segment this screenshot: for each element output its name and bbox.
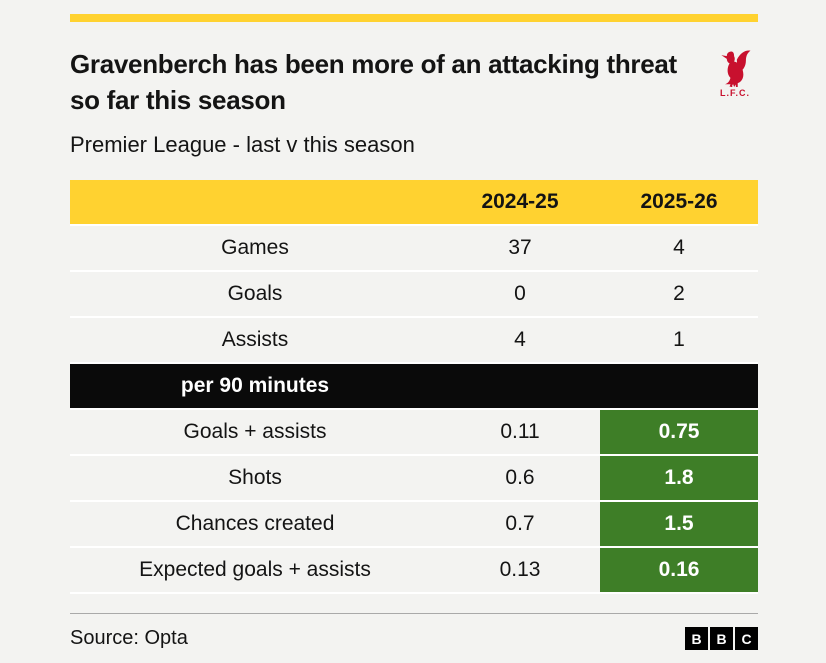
liverbird-icon xyxy=(721,50,751,87)
section-spacer xyxy=(440,364,600,408)
cell-2025-26-highlight: 0.16 xyxy=(600,548,758,592)
row-label: Games xyxy=(221,236,289,259)
footer-divider xyxy=(70,613,758,614)
row-label: Expected goals + assists xyxy=(139,558,371,581)
row-label: Assists xyxy=(221,328,289,351)
cell-2025-26-highlight: 1.5 xyxy=(600,502,758,546)
table-row-chances-created-per90: Chances created 0.7 1.5 xyxy=(70,502,758,548)
bbc-logo-block: B xyxy=(685,627,708,650)
cell-2024-25: 0.7 xyxy=(505,512,535,535)
cell-2025-26-highlight: 1.8 xyxy=(600,456,758,500)
source-label: Source: Opta xyxy=(70,627,188,649)
header: Gravenberch has been more of an attackin… xyxy=(70,46,758,118)
table-row-shots-per90: Shots 0.6 1.8 xyxy=(70,456,758,502)
cell-2024-25: 0.13 xyxy=(499,558,541,581)
cell-2025-26: 1 xyxy=(673,328,685,351)
page-title: Gravenberch has been more of an attackin… xyxy=(70,49,677,115)
cell-2024-25: 0 xyxy=(514,282,526,305)
table-row-goals: Goals 0 2 xyxy=(70,272,758,318)
liverpool-badge: L.F.C. xyxy=(712,46,758,118)
table-row-expected-goals-assists-per90: Expected goals + assists 0.13 0.16 xyxy=(70,548,758,594)
row-label: Chances created xyxy=(175,512,335,535)
table-header-row: 2024-25 2025-26 xyxy=(70,180,758,226)
section-spacer xyxy=(600,364,758,408)
bbc-logo: B B C xyxy=(685,627,758,650)
row-label: Goals + assists xyxy=(183,420,327,443)
row-label: Goals xyxy=(227,282,283,305)
cell-2025-26: 2 xyxy=(673,282,685,305)
column-header-2024-25: 2024-25 xyxy=(481,190,559,213)
bbc-logo-block: C xyxy=(735,627,758,650)
cell-2024-25: 0.6 xyxy=(505,466,535,489)
subtitle: Premier League - last v this season xyxy=(70,132,415,157)
stats-table: 2024-25 2025-26 Games 37 4 Goals 0 2 Ass… xyxy=(70,180,758,594)
footer: Source: Opta B B C xyxy=(70,627,758,650)
club-badge-label: L.F.C. xyxy=(720,88,750,98)
accent-bar xyxy=(70,14,758,22)
row-label: Shots xyxy=(228,466,282,489)
table-row-assists: Assists 4 1 xyxy=(70,318,758,364)
cell-2024-25: 0.11 xyxy=(500,420,540,443)
section-header-row: per 90 minutes xyxy=(70,364,758,410)
table-row-goals-assists-per90: Goals + assists 0.11 0.75 xyxy=(70,410,758,456)
section-header-label: per 90 minutes xyxy=(180,374,330,397)
cell-2024-25: 4 xyxy=(514,328,526,351)
column-header-2025-26: 2025-26 xyxy=(640,190,718,213)
cell-2025-26-highlight: 0.75 xyxy=(600,410,758,454)
table-row-games: Games 37 4 xyxy=(70,226,758,272)
cell-2024-25: 37 xyxy=(508,236,532,259)
corner-cell xyxy=(70,180,440,224)
cell-2025-26: 4 xyxy=(673,236,685,259)
bbc-logo-block: B xyxy=(710,627,733,650)
